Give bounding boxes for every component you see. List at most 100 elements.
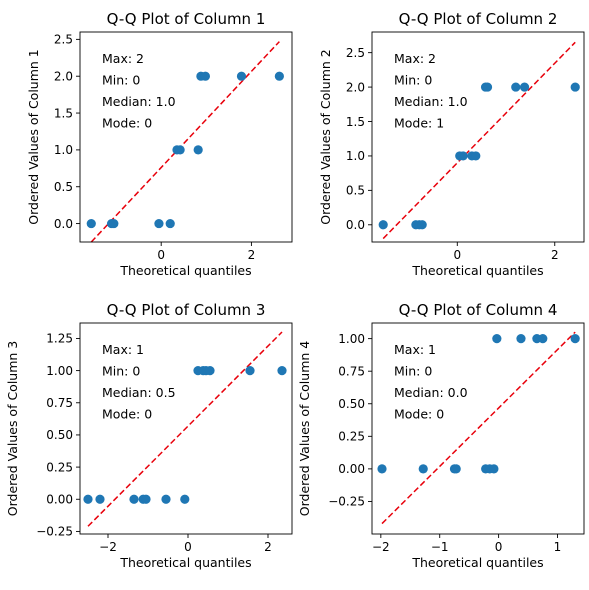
- qq-panel-1: 0 2 0.0 0.5 1.0 1.5 2.0 2.5 Q-Q Plot of Column 1…: [26, 10, 293, 278]
- x-tick-label: 2: [248, 248, 256, 262]
- data-point: [538, 334, 548, 344]
- stat-annotation: Mode: 1: [394, 116, 444, 131]
- stat-annotation: Median: 0.5: [102, 385, 176, 400]
- data-point: [165, 218, 175, 229]
- data-point: [516, 334, 526, 344]
- data-point: [274, 71, 284, 81]
- x-tick-label: 2: [551, 248, 559, 262]
- chart-title: Q-Q Plot of Column 1: [107, 10, 266, 28]
- y-tick-label: 0.75: [46, 396, 73, 410]
- chart-title: Q-Q Plot of Column 2: [399, 10, 558, 28]
- data-point: [180, 494, 190, 504]
- axes-frame: [79, 31, 293, 243]
- y-tick-label: 1.0: [346, 149, 365, 163]
- data-point: [489, 464, 499, 474]
- y-tick-label: 0.00: [46, 493, 73, 507]
- stat-annotation: Max: 2: [102, 51, 144, 66]
- reference-line: [90, 41, 280, 243]
- data-point: [236, 71, 247, 81]
- data-point: [200, 71, 210, 81]
- data-point: [451, 464, 461, 474]
- qq-panel-2: 0 2 0.0 0.5 1.0 1.5 2.0 2.5 Q-Q Plot of Column 2…: [318, 10, 585, 278]
- data-point: [492, 334, 502, 344]
- y-tick-label: 2.5: [54, 33, 73, 47]
- stat-annotation: Mode: 0: [102, 116, 152, 131]
- data-point: [161, 494, 171, 504]
- stat-annotation: Median: 0.0: [394, 385, 468, 400]
- stat-annotation: Median: 1.0: [394, 94, 468, 109]
- data-point: [570, 82, 580, 92]
- y-tick-label: 0.5: [346, 184, 365, 198]
- x-tick-label: 2: [264, 540, 272, 554]
- data-point: [570, 334, 580, 344]
- y-tick-label: 1.5: [346, 115, 365, 129]
- x-axis-label: Theoretical quantiles: [411, 555, 543, 570]
- y-tick-label: 1.00: [338, 332, 365, 346]
- data-point: [519, 82, 530, 92]
- y-tick-label: 2.0: [54, 70, 73, 84]
- data-point: [417, 220, 427, 230]
- data-point: [205, 366, 215, 376]
- y-axis-label: Ordered Values of Column 2: [318, 49, 333, 224]
- y-axis-label: Ordered Values of Column 1: [26, 49, 41, 224]
- stat-annotation: Max: 1: [394, 342, 436, 357]
- y-axis-label: Ordered Values of Column 4: [297, 341, 312, 517]
- data-point: [245, 366, 255, 376]
- x-tick-label: 0: [157, 248, 165, 262]
- x-tick-label: 0: [184, 540, 192, 554]
- data-point: [95, 494, 105, 504]
- axes-frame: [79, 322, 293, 535]
- x-axis-label: Theoretical quantiles: [119, 555, 251, 570]
- chart-title: Q-Q Plot of Column 3: [107, 301, 266, 319]
- y-tick-label: 2.0: [346, 80, 365, 94]
- data-point: [141, 494, 151, 504]
- data-point: [109, 218, 119, 229]
- data-point: [175, 145, 185, 155]
- data-point: [129, 494, 139, 504]
- data-point: [482, 82, 493, 92]
- stat-annotation: Min: 0: [102, 364, 140, 379]
- x-tick-label: 0: [453, 248, 461, 262]
- data-point: [471, 151, 481, 161]
- stat-annotation: Max: 2: [394, 51, 436, 66]
- x-tick-label: −1: [431, 540, 449, 554]
- stat-annotation: Max: 1: [102, 342, 144, 357]
- data-point: [377, 464, 387, 474]
- x-axis-label: Theoretical quantiles: [411, 263, 543, 278]
- data-point: [86, 218, 96, 229]
- y-tick-label: 0.25: [338, 430, 365, 444]
- stat-annotation: Mode: 0: [102, 407, 152, 422]
- x-axis-label: Theoretical quantiles: [119, 263, 251, 278]
- y-tick-label: 2.5: [346, 46, 365, 60]
- x-tick-label: 0: [495, 540, 503, 554]
- y-tick-label: 0.50: [46, 428, 73, 442]
- reference-line: [87, 331, 283, 527]
- stat-annotation: Min: 0: [394, 364, 432, 379]
- qq-panel-3: −2 0 2 −0.25 0.00 0.25 0.50 0.75 1.00 1.25 Q-Q Plo…: [5, 301, 293, 570]
- y-tick-label: −0.25: [36, 525, 73, 539]
- y-tick-label: 1.5: [54, 106, 73, 120]
- y-tick-label: 1.25: [46, 332, 73, 346]
- chart-title: Q-Q Plot of Column 4: [399, 301, 558, 319]
- qq-panel-4: −2 −1 0 1 −0.25 0.00 0.25 0.50 0.75 1.00 Q-Q Plot …: [297, 301, 585, 570]
- y-axis-label: Ordered Values of Column 3: [5, 341, 20, 516]
- stat-annotation: Min: 0: [102, 73, 140, 88]
- y-tick-label: 0.5: [54, 180, 73, 194]
- y-tick-label: 0.50: [338, 397, 365, 411]
- x-tick-label: −2: [99, 540, 117, 554]
- y-tick-label: −0.25: [328, 495, 365, 509]
- stat-annotation: Mode: 0: [394, 407, 444, 422]
- y-tick-label: 1.00: [46, 364, 73, 378]
- reference-line: [381, 331, 576, 525]
- y-tick-label: 0.25: [46, 460, 73, 474]
- data-point: [154, 218, 164, 229]
- x-tick-label: −2: [372, 540, 390, 554]
- data-point: [418, 464, 428, 474]
- stat-annotation: Median: 1.0: [102, 94, 176, 109]
- data-point: [83, 494, 93, 504]
- axes-frame: [371, 322, 585, 535]
- y-tick-label: 0.0: [346, 218, 365, 232]
- data-point: [193, 145, 203, 155]
- y-tick-label: 0.75: [338, 364, 365, 378]
